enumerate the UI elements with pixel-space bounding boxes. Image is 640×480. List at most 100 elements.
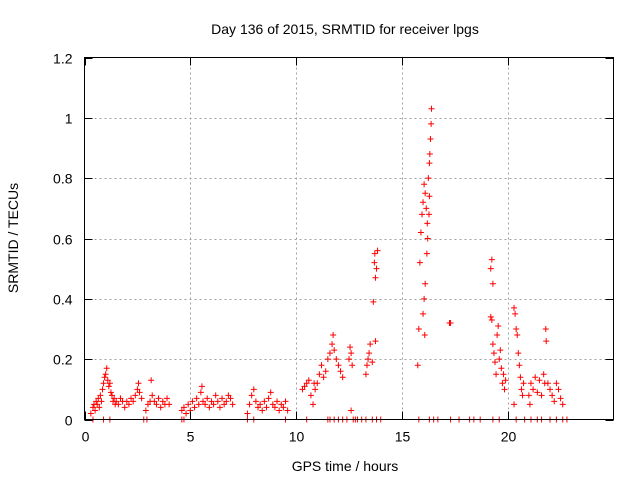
data-point (553, 380, 560, 387)
data-point (102, 371, 109, 378)
data-point (346, 356, 352, 363)
data-point (333, 356, 340, 363)
data-point (204, 395, 211, 402)
data-point (259, 407, 266, 414)
data-point (216, 404, 223, 411)
data-point (312, 386, 319, 393)
data-point (248, 392, 255, 399)
data-point (498, 365, 505, 372)
data-point (511, 401, 518, 408)
grid (84, 57, 614, 420)
data-point (559, 401, 566, 408)
data-point (252, 398, 259, 405)
data-point (423, 205, 430, 212)
data-point (121, 404, 128, 411)
axis-ticks (84, 57, 614, 421)
data-point (193, 395, 200, 402)
data-point (92, 407, 99, 414)
data-point (153, 401, 160, 408)
data-point (425, 211, 432, 218)
data-point (425, 175, 432, 182)
data-point (227, 395, 234, 402)
x-axis-label: GPS time / hours (292, 458, 399, 474)
data-point (151, 398, 158, 405)
data-point (426, 160, 433, 167)
data-point (520, 380, 527, 387)
data-point (250, 386, 257, 393)
data-point (543, 338, 550, 345)
data-point (324, 356, 331, 363)
data-point (274, 398, 281, 405)
data-point (494, 332, 501, 339)
data-point (534, 389, 541, 396)
data-point (421, 332, 428, 339)
data-point (365, 356, 372, 363)
data-point (318, 362, 325, 369)
data-point (89, 404, 96, 411)
data-point (103, 365, 110, 372)
data-point (99, 386, 106, 393)
data-point (499, 380, 506, 387)
x-tick-label: 5 (187, 429, 195, 445)
data-point (191, 404, 198, 411)
x-tick-label: 15 (395, 429, 411, 445)
data-point (372, 338, 379, 345)
data-point (197, 389, 204, 396)
data-point (101, 374, 108, 381)
data-point (255, 404, 262, 411)
data-point (144, 401, 151, 408)
data-point (549, 392, 556, 399)
data-point (138, 395, 145, 402)
data-point (370, 298, 377, 305)
data-point (489, 341, 496, 348)
data-point (530, 386, 537, 393)
data-point (221, 401, 228, 408)
data-point (422, 280, 429, 287)
data-point (421, 295, 428, 302)
data-point (178, 407, 185, 414)
data-point (366, 350, 373, 357)
data-point (348, 407, 355, 414)
data-point (362, 371, 369, 378)
data-point (500, 371, 507, 378)
data-point (263, 404, 270, 411)
data-point (210, 401, 217, 408)
data-point (223, 398, 230, 405)
data-point (420, 310, 427, 317)
data-point (532, 374, 539, 381)
data-point (208, 398, 215, 405)
data-point (502, 377, 509, 384)
data-point (329, 341, 336, 348)
y-tick-label: 1.2 (53, 51, 73, 67)
plot-frame (84, 57, 614, 420)
data-point (314, 380, 321, 387)
data-point (416, 259, 423, 266)
data-point (195, 401, 202, 408)
data-point (307, 392, 314, 399)
y-axis-label: SRMTID / TECUs (5, 183, 21, 293)
data-point (519, 392, 526, 399)
data-point (269, 401, 276, 408)
data-point (305, 377, 312, 384)
data-point (424, 235, 431, 242)
data-point (180, 404, 187, 411)
data-point (115, 401, 122, 408)
data-point (538, 392, 545, 399)
data-point (488, 256, 495, 263)
data-point (511, 304, 518, 311)
data-point (551, 398, 558, 405)
data-point (284, 407, 291, 414)
data-point (513, 326, 520, 332)
data-point (373, 265, 380, 272)
data-point (87, 410, 94, 417)
data-point (555, 386, 562, 393)
data-point (372, 274, 379, 281)
data-point (330, 332, 337, 339)
data-point (135, 380, 142, 387)
data-point (335, 362, 342, 369)
data-point (267, 389, 274, 396)
data-point (199, 398, 206, 405)
data-point (426, 193, 433, 200)
data-point (100, 380, 107, 387)
data-point (363, 362, 370, 369)
